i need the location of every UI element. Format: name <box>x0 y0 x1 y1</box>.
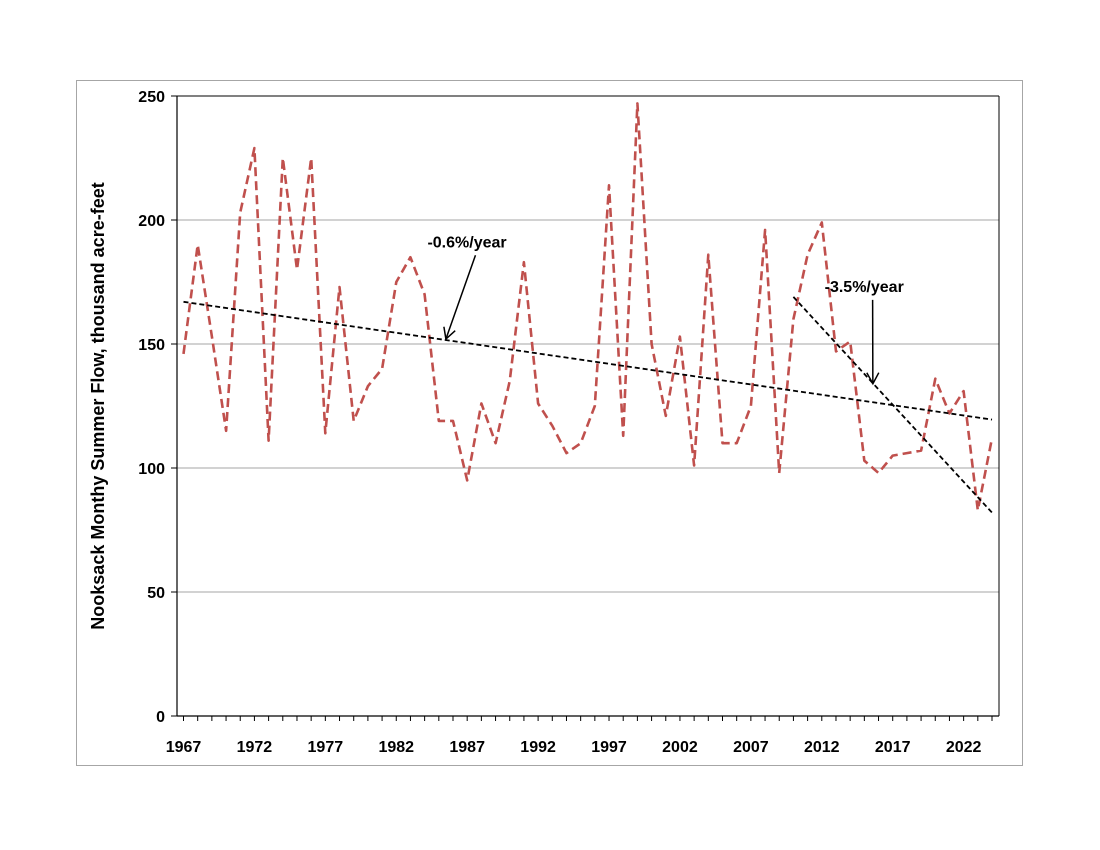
grid-layer <box>177 95 999 593</box>
x-tick-label: 2007 <box>733 739 769 756</box>
y-tick-label: 150 <box>138 337 165 354</box>
flow-series-line <box>182 102 994 512</box>
x-tick-label: 1992 <box>520 739 556 756</box>
x-tick-label: 1987 <box>449 739 485 756</box>
x-tick-label: 1997 <box>591 739 627 756</box>
trend-annotation-label: -3.5%/year <box>825 279 904 296</box>
series-layer <box>182 102 994 514</box>
x-tick-label: 1982 <box>378 739 414 756</box>
x-tick-label: 1972 <box>237 739 273 756</box>
annotation-arrow-head <box>866 372 880 386</box>
x-tick-label: 2022 <box>946 739 982 756</box>
trend-annotation-label: -0.6%/year <box>427 234 506 251</box>
y-tick-label: 100 <box>138 461 165 478</box>
x-tick-label: 1967 <box>166 739 202 756</box>
x-tick-label: 2002 <box>662 739 698 756</box>
x-tick-label: 2017 <box>875 739 911 756</box>
y-tick-label: 0 <box>156 709 165 726</box>
trend-line-full <box>183 300 993 421</box>
annotation-layer: -0.6%/year -3.5%/year <box>427 234 904 386</box>
axes-layer: 0 50 100 150 200 250 1967 1972 1977 1982 1987 1992 1… <box>138 89 1000 756</box>
y-tick-label: 250 <box>138 89 165 106</box>
y-tick-label: 50 <box>147 585 165 602</box>
y-tick-label: 200 <box>138 213 165 230</box>
annotation-arrow-shaft <box>445 255 477 340</box>
trend-line-recent <box>792 296 993 514</box>
x-tick-label: 1977 <box>308 739 344 756</box>
y-axis-title: Nooksack Monthy Summer Flow, thousand ac… <box>88 182 108 629</box>
x-tick-label: 2012 <box>804 739 840 756</box>
annotation-arrow-head <box>443 326 456 341</box>
